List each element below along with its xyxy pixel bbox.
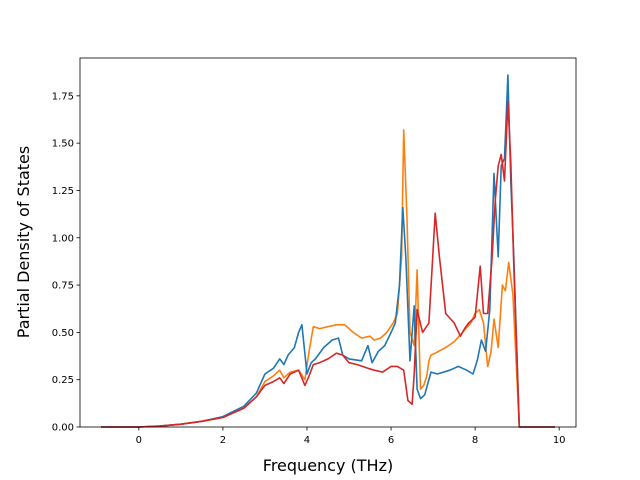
y-tick-label: 0.75 bbox=[52, 281, 74, 292]
x-tick-label: 4 bbox=[304, 435, 310, 446]
series-line-1 bbox=[101, 129, 555, 428]
x-tick-label: 8 bbox=[472, 435, 478, 446]
series-line-3 bbox=[101, 100, 555, 428]
x-tick-label: 6 bbox=[388, 435, 394, 446]
series-line-2 bbox=[101, 74, 555, 428]
y-tick-label: 1.50 bbox=[52, 139, 74, 150]
y-tick-label: 0.00 bbox=[52, 423, 74, 434]
y-tick-label: 1.00 bbox=[52, 233, 74, 244]
x-axis-label: Frequency (THz) bbox=[263, 456, 393, 475]
y-tick-label: 1.75 bbox=[52, 91, 74, 102]
x-tick-label: 2 bbox=[220, 435, 226, 446]
y-axis-ticks: 0.00 0.25 0.50 0.75 1.00 1.25 1.50 1.75 bbox=[52, 91, 80, 434]
plot-frame bbox=[79, 57, 577, 428]
y-axis-label: Partial Density of States bbox=[14, 146, 33, 338]
x-axis-ticks: 0 2 4 6 8 10 bbox=[136, 427, 566, 446]
y-tick-label: 0.25 bbox=[52, 375, 74, 386]
y-tick-label: 0.50 bbox=[52, 328, 74, 339]
y-tick-label: 1.25 bbox=[52, 186, 74, 197]
series-layer bbox=[101, 74, 555, 428]
x-tick-label: 10 bbox=[553, 435, 566, 446]
x-tick-label: 0 bbox=[136, 435, 142, 446]
